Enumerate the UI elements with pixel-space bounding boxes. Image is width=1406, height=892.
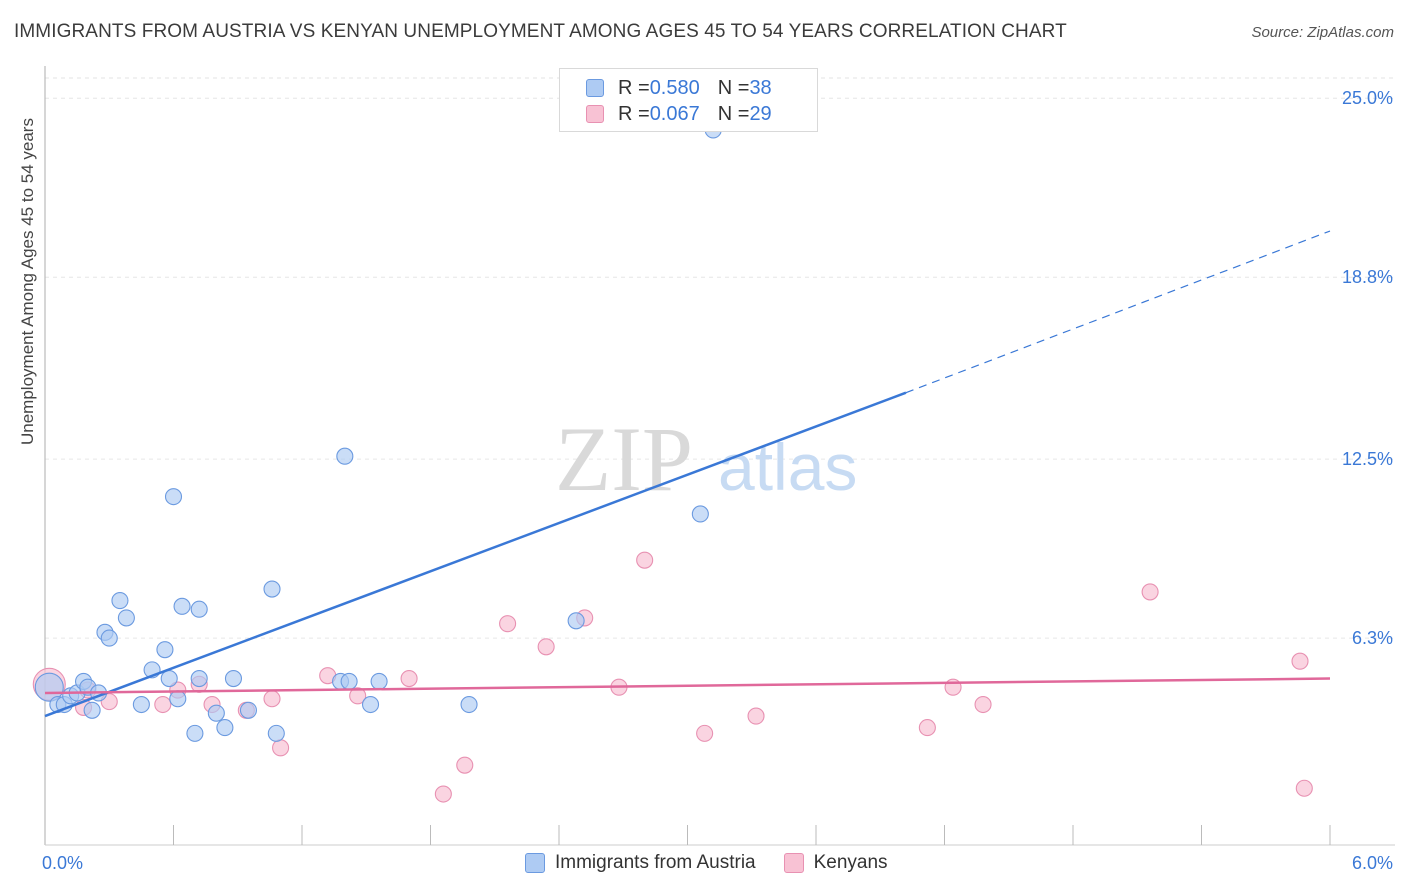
- legend-row-kenyans: R = 0.067 N = 29: [586, 103, 772, 125]
- austria-point: [263, 580, 281, 598]
- y-axis-title: Unemployment Among Ages 45 to 54 years: [18, 118, 37, 445]
- austria-point: [190, 669, 208, 688]
- y-tick-label: 6.3%: [1352, 628, 1393, 648]
- legend-row-austria: R = 0.580 N = 38: [586, 77, 772, 99]
- austria-point: [190, 600, 208, 618]
- kenyans-r-label: R =: [618, 102, 650, 125]
- kenyans-point: [918, 719, 936, 737]
- kenyans-point: [1291, 652, 1309, 670]
- austria-point: [156, 641, 174, 659]
- kenyans-point: [499, 615, 517, 633]
- austria-point: [267, 724, 285, 742]
- austria-trend-extension: [905, 230, 1331, 394]
- austria-point: [216, 719, 234, 737]
- kenyans-point: [456, 756, 474, 774]
- austria-r-label: R =: [618, 76, 650, 99]
- axes: [44, 66, 1395, 846]
- series-legend: Immigrants from Austria Kenyans: [525, 852, 916, 874]
- austria-point: [224, 669, 243, 688]
- austria-n-value: 38: [749, 76, 772, 99]
- kenyans-point: [636, 551, 654, 569]
- watermark-zip: ZIP: [555, 408, 693, 510]
- austria-n-label: N =: [717, 76, 750, 99]
- austria-point: [336, 447, 354, 465]
- kenyans-trend-line: [44, 677, 1331, 695]
- kenyans-point: [434, 785, 452, 803]
- legend-item-austria: Immigrants from Austria: [525, 852, 756, 874]
- watermark-atlas: atlas: [718, 430, 857, 504]
- austria-point: [460, 695, 478, 714]
- austria-point: [169, 690, 187, 708]
- austria-point: [164, 488, 183, 506]
- austria-point: [186, 724, 204, 742]
- kenyans-point: [154, 695, 172, 714]
- source-label: Source: ZipAtlas.com: [1251, 24, 1394, 41]
- kenyans-r-value: 0.067: [649, 102, 700, 125]
- kenyans-point: [696, 724, 714, 742]
- kenyans-point: [272, 739, 290, 757]
- austria-point: [117, 609, 135, 627]
- austria-point: [83, 701, 101, 719]
- austria-point: [340, 672, 358, 690]
- austria-swatch: [586, 79, 604, 97]
- kenyans-n-value: 29: [749, 102, 772, 125]
- austria-point: [239, 701, 258, 719]
- austria-point: [34, 672, 64, 702]
- kenyans-point: [1295, 779, 1313, 797]
- correlation-legend: R = 0.580 N = 38 R = 0.067 N = 29: [559, 68, 818, 132]
- austria-legend-swatch: [525, 853, 545, 873]
- austria-point: [100, 629, 118, 647]
- austria-point: [370, 672, 388, 690]
- x-tick-label-max: 6.0%: [1352, 853, 1393, 873]
- kenyans-point: [537, 638, 555, 656]
- tick-labels: 6.3% 12.5% 18.8% 25.0% 0.0% 6.0%: [42, 88, 1393, 873]
- kenyans-legend-swatch: [783, 853, 804, 873]
- austria-legend-label: Immigrants from Austria: [555, 852, 756, 873]
- austria-point: [173, 597, 191, 615]
- y-tick-label: 25.0%: [1342, 88, 1393, 108]
- kenyans-point: [974, 695, 992, 714]
- austria-point: [361, 695, 380, 714]
- y-tick-label: 18.8%: [1342, 267, 1393, 287]
- austria-point: [207, 704, 225, 722]
- kenyans-legend-label: Kenyans: [813, 852, 888, 873]
- kenyans-point: [263, 690, 281, 708]
- kenyans-swatch: [586, 105, 604, 123]
- x-tick-label-min: 0.0%: [42, 853, 83, 873]
- legend-item-kenyans: Kenyans: [783, 852, 888, 874]
- chart-title: IMMIGRANTS FROM AUSTRIA VS KENYAN UNEMPL…: [14, 21, 1067, 42]
- austria-point: [567, 612, 585, 630]
- y-tick-label: 12.5%: [1342, 449, 1393, 469]
- kenyans-n-label: N =: [717, 102, 750, 125]
- kenyans-point: [1141, 583, 1159, 601]
- kenyans-point: [349, 687, 367, 705]
- trend-lines: [44, 230, 1331, 718]
- austria-point: [160, 669, 178, 688]
- austria-r-value: 0.580: [649, 76, 700, 99]
- austria-point: [691, 505, 709, 523]
- kenyans-point: [400, 669, 418, 688]
- austria-points: [34, 121, 722, 742]
- austria-trend-line: [44, 391, 907, 718]
- gridlines: [45, 77, 1395, 639]
- austria-point: [132, 695, 150, 714]
- austria-point: [111, 592, 129, 610]
- kenyans-point: [747, 707, 765, 725]
